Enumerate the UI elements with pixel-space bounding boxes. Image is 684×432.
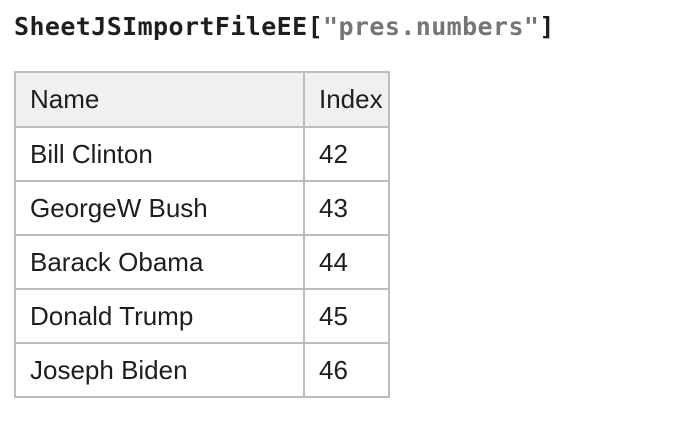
cell-index: 44 — [303, 234, 390, 290]
cell-name: Barack Obama — [14, 234, 305, 290]
table-row: Bill Clinton 42 — [14, 126, 390, 182]
cell-index: 45 — [303, 288, 390, 344]
table-row: Barack Obama 44 — [14, 234, 390, 290]
table-row: Joseph Biden 46 — [14, 342, 390, 398]
page-title: SheetJSImportFileEE["pres.numbers"] — [14, 12, 684, 42]
cell-name: Donald Trump — [14, 288, 305, 344]
cell-name: GeorgeW Bush — [14, 180, 305, 236]
cell-index: 46 — [303, 342, 390, 398]
cell-name: Bill Clinton — [14, 126, 305, 182]
presidents-table: Name Index Bill Clinton 42 GeorgeW Bush … — [14, 71, 390, 398]
column-header-index: Index — [303, 71, 390, 128]
title-prefix: SheetJSImportFileEE[ — [14, 12, 324, 41]
title-suffix: ] — [539, 12, 555, 41]
title-filename: "pres.numbers" — [323, 12, 540, 41]
table-row: Donald Trump 45 — [14, 288, 390, 344]
table-row: GeorgeW Bush 43 — [14, 180, 390, 236]
cell-name: Joseph Biden — [14, 342, 305, 398]
cell-index: 43 — [303, 180, 390, 236]
table-header-row: Name Index — [14, 71, 390, 128]
cell-index: 42 — [303, 126, 390, 182]
column-header-name: Name — [14, 71, 305, 128]
